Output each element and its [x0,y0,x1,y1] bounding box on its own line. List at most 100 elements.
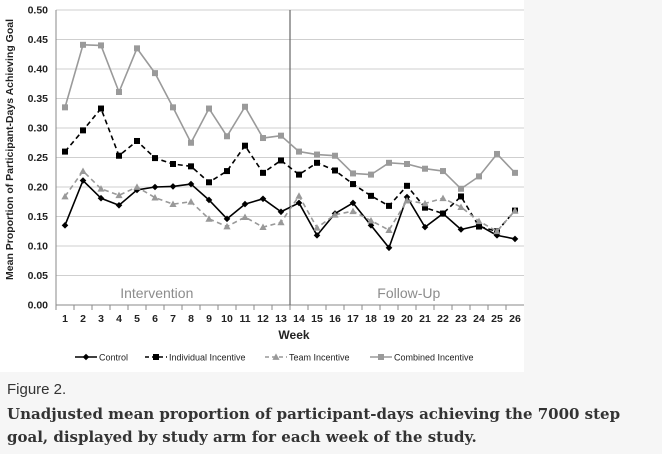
x-tick-label: 26 [509,313,521,325]
x-tick-label: 17 [347,313,359,325]
x-tick-label: 19 [383,313,395,325]
data-point-individual-incentive [62,148,68,155]
data-point-team-incentive [511,207,519,214]
data-point-combined-incentive [368,171,374,178]
legend-label: Team Incentive [289,353,350,363]
data-point-individual-incentive [422,204,428,211]
x-tick-label: 4 [116,313,122,325]
data-point-team-incentive [349,207,357,215]
data-point-control [295,199,303,207]
legend-label: Control [99,353,128,363]
legend-item-team-incentive: Team Incentive [265,353,350,363]
data-point-team-incentive [367,217,375,224]
data-point-team-incentive [313,224,321,231]
x-tick-label: 20 [401,313,413,325]
data-point-combined-incentive [80,41,86,48]
legend-marker [153,354,159,360]
data-point-combined-incentive [98,42,104,49]
data-point-combined-incentive [458,185,464,192]
data-point-control [241,200,249,208]
y-tick-label: 0.15 [28,211,49,223]
data-point-team-incentive [421,199,429,207]
data-point-team-incentive [403,196,411,204]
y-axis-title: Mean Proportion of Participant-Days Achi… [4,19,16,280]
data-point-combined-incentive [440,168,446,175]
data-point-combined-incentive [404,160,410,167]
data-point-individual-incentive [476,223,482,230]
data-point-individual-incentive [404,182,410,189]
data-point-individual-incentive [224,168,230,175]
data-point-control [205,196,213,204]
data-point-control [313,232,321,239]
x-tick-label: 21 [419,313,431,325]
data-point-individual-incentive [188,163,194,170]
data-point-individual-incentive [98,105,104,112]
data-point-individual-incentive [80,127,86,134]
data-point-combined-incentive [206,105,212,112]
x-tick-label: 24 [473,313,485,325]
data-point-combined-incentive [332,152,338,159]
data-point-team-incentive [241,213,249,220]
x-tick-label: 25 [491,313,503,325]
legend-marker [378,354,384,360]
data-point-combined-incentive [278,132,284,139]
data-point-team-incentive [385,226,393,233]
y-tick-label: 0.05 [28,270,49,282]
x-tick-label: 14 [293,313,305,325]
data-point-control [79,177,87,184]
data-point-individual-incentive [206,179,212,186]
x-tick-label: 10 [221,313,233,325]
data-point-combined-incentive [170,104,176,111]
data-point-individual-incentive [296,171,302,178]
data-point-combined-incentive [224,133,230,140]
series-line-team-incentive [64,170,516,233]
y-tick-label: 0.45 [28,34,49,46]
data-point-individual-incentive [386,202,392,209]
data-point-combined-incentive [188,139,194,146]
data-point-team-incentive [493,227,501,235]
data-point-team-incentive [223,222,231,230]
legend-label: Combined Incentive [394,353,474,363]
legend-item-control: Control [75,353,128,363]
data-point-combined-incentive [314,151,320,158]
series-individual-incentive [62,105,518,235]
figure-caption: Unadjusted mean proportion of participan… [7,405,621,446]
data-point-control [61,222,69,229]
data-point-individual-incentive [260,169,266,176]
data-point-control [421,223,429,231]
data-point-control [223,215,231,223]
x-tick-label: 3 [98,313,104,325]
data-series [61,41,519,252]
data-point-control [97,194,105,202]
data-point-team-incentive [115,191,123,199]
data-point-control [457,226,465,233]
data-point-individual-incentive [134,137,140,144]
legend-marker [82,353,90,361]
legend-item-individual-incentive: Individual Incentive [145,353,246,363]
legend-item-combined-incentive: Combined Incentive [370,353,474,363]
y-tick-label: 0.20 [28,182,49,194]
x-tick-label: 5 [134,313,140,325]
x-tick-label: 7 [170,313,176,325]
data-point-control [259,195,267,203]
data-point-control [511,235,519,243]
data-point-team-incentive [97,185,105,192]
data-point-individual-incentive [458,193,464,200]
data-point-team-incentive [439,194,447,202]
phase-annotations: Intervention Follow-Up [120,10,441,305]
data-point-team-incentive [457,203,465,210]
x-tick-label: 11 [239,313,250,325]
data-point-individual-incentive [152,155,158,162]
data-point-control [367,222,375,229]
data-point-control [349,199,357,207]
data-point-team-incentive [295,192,303,199]
data-point-control [115,201,123,209]
x-tick-label: 1 [62,313,68,325]
data-point-team-incentive [133,183,141,190]
data-point-team-incentive [151,194,159,201]
legend: Control Individual Incentive Team Incentiv… [75,353,474,363]
y-tick-label: 0.50 [28,5,49,17]
x-tick-label: 12 [257,313,269,325]
phase-label-intervention: Intervention [120,285,193,301]
data-point-control [385,244,393,252]
